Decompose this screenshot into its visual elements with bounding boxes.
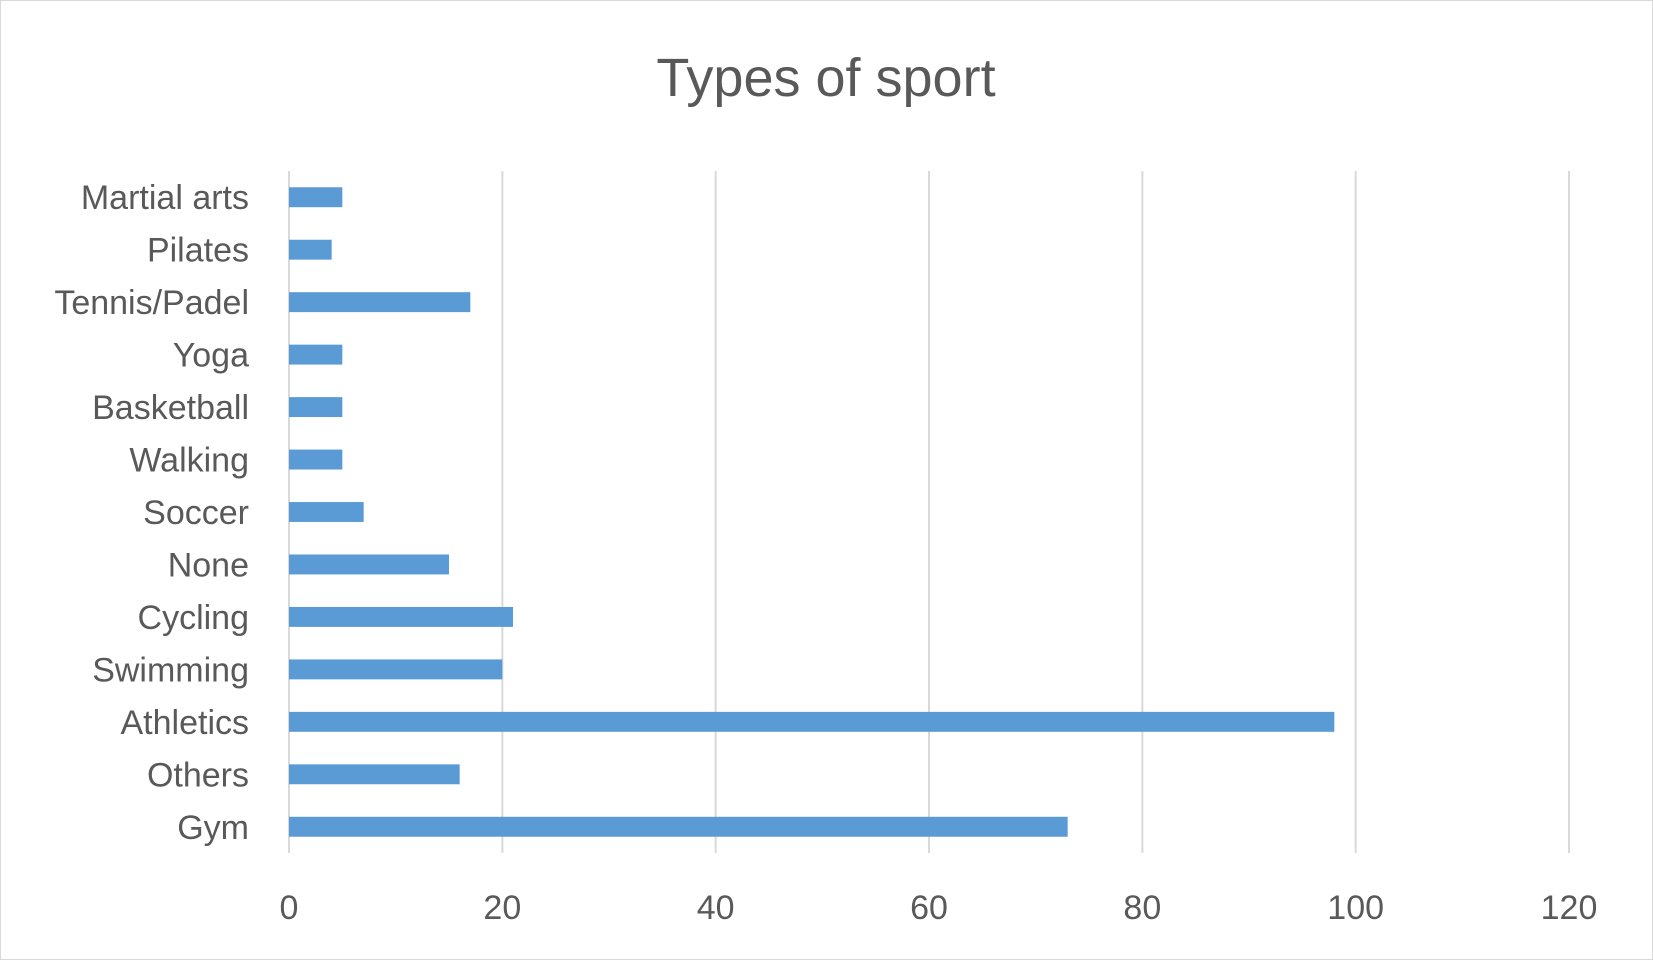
x-tick-label: 0 bbox=[280, 889, 299, 927]
bar bbox=[289, 554, 449, 575]
category-label: Basketball bbox=[92, 389, 249, 427]
bar bbox=[289, 449, 343, 470]
bar bbox=[289, 711, 1335, 732]
category-label: Swimming bbox=[92, 651, 249, 689]
category-label: None bbox=[168, 546, 249, 584]
category-label: Cycling bbox=[138, 599, 249, 637]
x-tick-label: 60 bbox=[910, 889, 948, 927]
category-label: Soccer bbox=[143, 494, 249, 532]
category-label: Pilates bbox=[147, 232, 249, 270]
category-label: Martial arts bbox=[81, 179, 249, 217]
bar bbox=[289, 816, 1068, 837]
category-label: Athletics bbox=[121, 704, 250, 742]
x-tick-label: 120 bbox=[1541, 889, 1598, 927]
category-label: Walking bbox=[129, 442, 249, 480]
x-tick-label: 80 bbox=[1123, 889, 1161, 927]
category-label: Gym bbox=[177, 809, 249, 847]
x-axis-tick-labels: 0 20 40 60 80 100 120 bbox=[280, 889, 1598, 927]
category-label: Others bbox=[147, 756, 249, 794]
bars bbox=[289, 187, 1335, 837]
bar bbox=[289, 502, 364, 522]
bar bbox=[289, 764, 460, 785]
x-tick-label: 20 bbox=[483, 889, 521, 927]
bar bbox=[289, 239, 332, 260]
bar bbox=[289, 659, 503, 680]
bar bbox=[289, 606, 513, 627]
x-tick-label: 100 bbox=[1327, 889, 1384, 927]
x-tick-label: 40 bbox=[697, 889, 735, 927]
category-label: Tennis/Padel bbox=[54, 284, 249, 322]
category-label: Yoga bbox=[173, 337, 249, 375]
grid-lines bbox=[288, 171, 1570, 853]
bar bbox=[289, 187, 343, 208]
bar bbox=[289, 344, 343, 365]
chart-title: Types of sport bbox=[656, 48, 995, 108]
bar bbox=[289, 397, 343, 418]
bar bbox=[289, 292, 471, 313]
category-labels: Gym Others Athletics Swimming Cycling None Soc… bbox=[54, 179, 249, 847]
